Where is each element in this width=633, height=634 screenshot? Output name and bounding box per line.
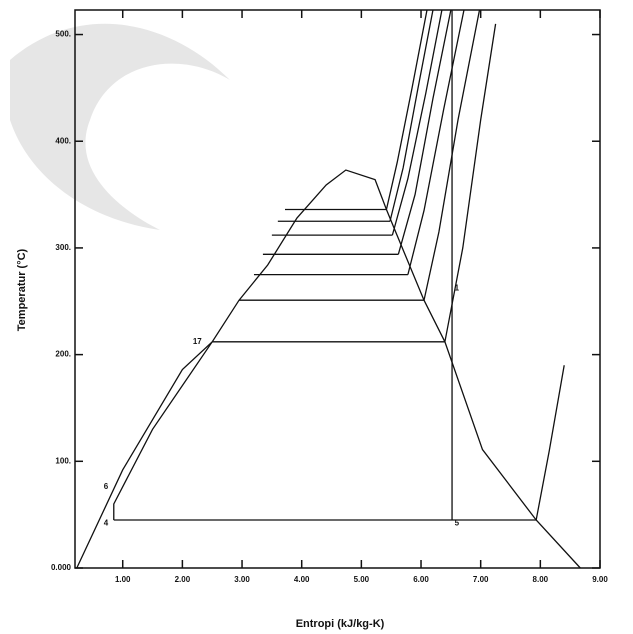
y-tick-label: 100.: [55, 456, 71, 465]
y-tick-label: 500.: [55, 30, 71, 39]
curve: [423, 9, 481, 301]
point-label: 17: [193, 337, 202, 346]
plot-frame: [74, 9, 601, 569]
x-tick-label: 5.00: [354, 575, 370, 584]
x-tick-label: 9.00: [592, 575, 608, 584]
point-label: 5: [455, 518, 460, 527]
curve: [391, 9, 443, 236]
curve: [397, 9, 452, 255]
y-tick-label: 0.000: [51, 563, 72, 572]
point-label: 1: [455, 284, 460, 293]
y-tick-label: 200.: [55, 350, 71, 359]
curve: [535, 365, 565, 521]
x-axis-label: Entropi (kJ/kg-K): [296, 618, 385, 630]
curve: [444, 23, 497, 342]
y-tick-label: 400.: [55, 136, 71, 145]
curve: [389, 9, 434, 222]
x-tick-label: 3.00: [234, 575, 250, 584]
curve: [76, 169, 581, 569]
y-tick-label: 300.: [55, 243, 71, 252]
point-label: 6: [104, 482, 109, 491]
curve: [407, 9, 465, 275]
x-tick-label: 4.00: [294, 575, 310, 584]
point-label: 4: [104, 518, 109, 527]
x-tick-label: 7.00: [473, 575, 489, 584]
x-tick-label: 6.00: [413, 575, 429, 584]
y-axis-label: Temperatur (°C): [16, 248, 28, 331]
x-tick-label: 8.00: [533, 575, 549, 584]
x-tick-label: 1.00: [115, 575, 131, 584]
curve: [385, 9, 428, 210]
watermark: [10, 23, 230, 230]
curve: [113, 341, 213, 520]
x-tick-label: 2.00: [175, 575, 191, 584]
